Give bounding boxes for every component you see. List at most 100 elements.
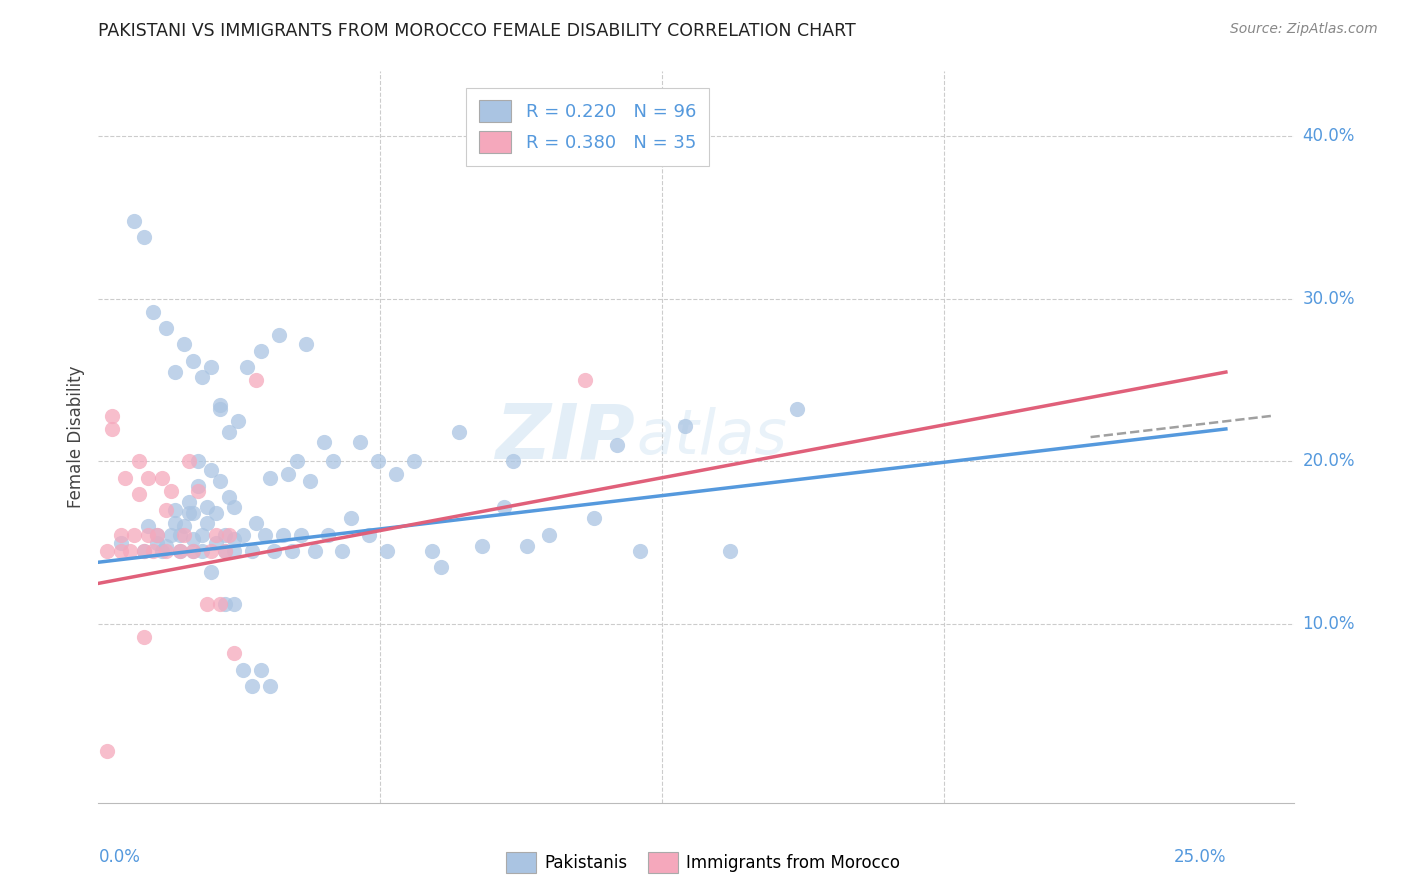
Point [214, 544, 236, 558]
Point [200, 544, 222, 558]
Point [232, 663, 254, 677]
Point [110, 535, 132, 549]
Point [177, 495, 200, 509]
Point [471, 539, 494, 553]
Point [574, 373, 596, 387]
Point [204, 535, 226, 549]
Point [249, 343, 271, 358]
Point [583, 511, 606, 525]
Point [209, 402, 232, 417]
Point [146, 535, 169, 549]
Point [118, 544, 141, 558]
Point [209, 398, 232, 412]
Point [200, 360, 222, 375]
Text: 40.0%: 40.0% [1302, 128, 1355, 145]
Point [136, 471, 159, 485]
Point [181, 507, 204, 521]
Text: Source: ZipAtlas.com: Source: ZipAtlas.com [1230, 22, 1378, 37]
Point [136, 527, 159, 541]
Point [240, 544, 263, 558]
Point [263, 544, 285, 558]
Point [494, 500, 516, 514]
Point [187, 483, 209, 498]
Point [165, 365, 187, 379]
Point [214, 527, 236, 541]
Point [430, 560, 453, 574]
Point [159, 527, 181, 541]
Point [273, 527, 295, 541]
Point [226, 414, 249, 428]
Point [141, 544, 163, 558]
Point [124, 527, 146, 541]
Point [191, 544, 214, 558]
Point [128, 454, 150, 468]
Point [114, 471, 136, 485]
Point [367, 454, 389, 468]
Point [218, 527, 240, 541]
Point [173, 519, 195, 533]
Point [110, 544, 132, 558]
Point [218, 490, 240, 504]
Point [177, 507, 200, 521]
Point [299, 474, 322, 488]
Point [385, 467, 408, 482]
Point [232, 527, 254, 541]
Point [132, 630, 155, 644]
Point [155, 539, 177, 553]
Point [245, 516, 267, 531]
Point [516, 539, 538, 553]
Point [290, 527, 312, 541]
Point [181, 353, 204, 368]
Point [357, 527, 380, 541]
Y-axis label: Female Disability: Female Disability [66, 366, 84, 508]
Point [141, 305, 163, 319]
Legend: R = 0.220   N = 96, R = 0.380   N = 35: R = 0.220 N = 96, R = 0.380 N = 35 [465, 87, 709, 166]
Point [165, 516, 187, 531]
Point [312, 434, 335, 449]
Point [209, 598, 232, 612]
Point [245, 373, 267, 387]
Point [159, 483, 181, 498]
Text: 0.0%: 0.0% [98, 848, 141, 866]
Point [200, 462, 222, 476]
Point [195, 598, 218, 612]
Point [254, 527, 277, 541]
Point [195, 516, 218, 531]
Point [96, 544, 118, 558]
Point [349, 434, 371, 449]
Point [285, 454, 308, 468]
Point [375, 544, 398, 558]
Point [259, 471, 281, 485]
Point [128, 487, 150, 501]
Point [628, 544, 651, 558]
Text: PAKISTANI VS IMMIGRANTS FROM MOROCCO FEMALE DISABILITY CORRELATION CHART: PAKISTANI VS IMMIGRANTS FROM MOROCCO FEM… [98, 22, 856, 40]
Point [200, 565, 222, 579]
Point [101, 409, 124, 423]
Point [101, 422, 124, 436]
Point [181, 533, 204, 547]
Point [96, 744, 118, 758]
Point [295, 337, 318, 351]
Point [195, 500, 218, 514]
Point [222, 500, 245, 514]
Point [169, 527, 191, 541]
Point [222, 533, 245, 547]
Point [173, 527, 195, 541]
Point [330, 544, 353, 558]
Point [222, 598, 245, 612]
Point [150, 471, 173, 485]
Point [538, 527, 561, 541]
Point [146, 527, 169, 541]
Text: 20.0%: 20.0% [1302, 452, 1355, 470]
Point [181, 544, 204, 558]
Point [214, 544, 236, 558]
Text: ZIP: ZIP [496, 401, 636, 474]
Point [218, 425, 240, 440]
Point [214, 598, 236, 612]
Point [420, 544, 443, 558]
Point [240, 679, 263, 693]
Point [165, 503, 187, 517]
Point [404, 454, 426, 468]
Point [259, 679, 281, 693]
Point [718, 544, 741, 558]
